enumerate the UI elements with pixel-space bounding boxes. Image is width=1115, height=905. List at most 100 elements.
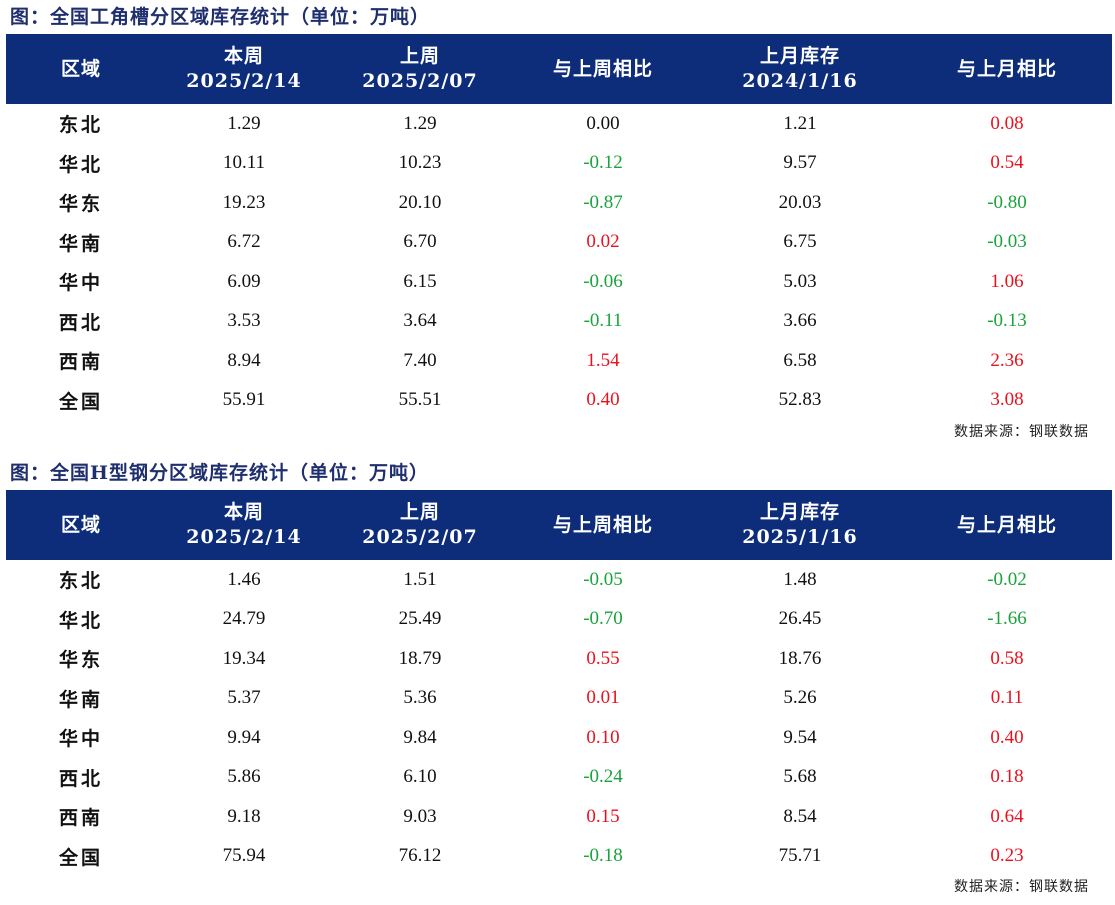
cell-wow-change: 0.40 xyxy=(586,389,620,411)
table-row: 华北 10.11 10.23 -0.12 9.57 0.54 xyxy=(6,144,1112,184)
cell-last-month: 6.75 xyxy=(783,231,817,253)
cell-last-week: 6.15 xyxy=(403,270,437,292)
cell-this-week: 5.37 xyxy=(227,687,261,709)
cell-this-week: 8.94 xyxy=(227,349,261,371)
cell-wow-change: 0.00 xyxy=(586,112,620,134)
cell-region: 华北 xyxy=(58,609,103,632)
table-row: 东北 1.46 1.51 -0.05 1.48 -0.02 xyxy=(6,560,1112,600)
cell-last-month: 1.48 xyxy=(783,568,817,590)
cell-mom-change: 3.08 xyxy=(990,389,1024,411)
cell-last-month: 9.57 xyxy=(783,152,817,174)
table-row: 华东 19.34 18.79 0.55 18.76 0.58 xyxy=(6,639,1112,679)
cell-this-week: 10.11 xyxy=(222,152,266,174)
cell-last-week: 55.51 xyxy=(398,389,442,411)
cell-mom-change: 2.36 xyxy=(990,349,1024,371)
cell-region: 华中 xyxy=(58,272,103,295)
cell-mom-change: 0.64 xyxy=(990,805,1024,827)
cell-region: 华东 xyxy=(58,193,103,216)
cell-mom-change: -0.03 xyxy=(987,231,1027,253)
table-row: 东北 1.29 1.29 0.00 1.21 0.08 xyxy=(6,104,1112,144)
cell-this-week: 6.72 xyxy=(227,231,261,253)
table-title: 图：全国工角槽分区域库存统计（单位：万吨） xyxy=(10,6,431,28)
cell-this-week: 55.91 xyxy=(222,389,266,411)
header-row: 区域 本周 2025/2/14 上周 2025/2/07 与上周相比 上月库存 202… xyxy=(6,34,1112,104)
table-row: 西南 8.94 7.40 1.54 6.58 2.36 xyxy=(6,341,1112,381)
table-row: 华中 9.94 9.84 0.10 9.54 0.40 xyxy=(6,718,1112,758)
cell-mom-change: 0.23 xyxy=(990,845,1024,867)
cell-last-month: 3.66 xyxy=(783,310,817,332)
header-this-week: 本周 2025/2/14 xyxy=(156,34,332,104)
table-row: 华南 6.72 6.70 0.02 6.75 -0.03 xyxy=(6,223,1112,263)
cell-last-week: 20.10 xyxy=(398,191,442,213)
cell-last-month: 75.71 xyxy=(778,845,822,867)
cell-this-week: 3.53 xyxy=(227,310,261,332)
header-this-week: 本周 2025/2/14 xyxy=(156,490,332,560)
cell-this-week: 19.23 xyxy=(222,191,266,213)
cell-last-week: 7.40 xyxy=(403,349,437,371)
cell-mom-change: -0.80 xyxy=(987,191,1027,213)
angle-channel-inventory-section: 图：全国工角槽分区域库存统计（单位：万吨） 区域 本周 2025/2/14 上周 2… xyxy=(0,2,1115,452)
cell-last-week: 6.70 xyxy=(403,231,437,253)
cell-last-month: 8.54 xyxy=(783,805,817,827)
cell-this-week: 24.79 xyxy=(222,608,266,630)
cell-region: 华南 xyxy=(58,232,103,255)
header-last-week: 上周 2025/2/07 xyxy=(332,34,508,104)
cell-last-week: 18.79 xyxy=(398,647,442,669)
cell-last-week: 9.84 xyxy=(403,726,437,748)
cell-region: 西北 xyxy=(58,311,103,334)
table-row: 全国 75.94 76.12 -0.18 75.71 0.23 xyxy=(6,837,1112,877)
table-row: 华北 24.79 25.49 -0.70 26.45 -1.66 xyxy=(6,600,1112,640)
cell-this-week: 75.94 xyxy=(222,845,266,867)
cell-last-month: 5.03 xyxy=(783,270,817,292)
cell-wow-change: 0.02 xyxy=(586,231,620,253)
header-mom-change: 与上月相比 xyxy=(902,490,1112,560)
table-row: 华东 19.23 20.10 -0.87 20.03 -0.80 xyxy=(6,183,1112,223)
header-last-week: 上周 2025/2/07 xyxy=(332,490,508,560)
cell-mom-change: 0.58 xyxy=(990,647,1024,669)
header-region: 区域 xyxy=(6,490,156,560)
cell-region: 东北 xyxy=(58,114,103,137)
cell-last-week: 5.36 xyxy=(403,687,437,709)
cell-wow-change: -0.12 xyxy=(583,152,623,174)
table-title: 图：全国H型钢分区域库存统计（单位：万吨） xyxy=(10,462,429,484)
cell-last-week: 76.12 xyxy=(398,845,442,867)
table-row: 西北 5.86 6.10 -0.24 5.68 0.18 xyxy=(6,758,1112,798)
cell-wow-change: 0.10 xyxy=(586,726,620,748)
table-row: 华中 6.09 6.15 -0.06 5.03 1.06 xyxy=(6,262,1112,302)
cell-region: 东北 xyxy=(58,570,103,593)
cell-mom-change: 0.54 xyxy=(990,152,1024,174)
cell-mom-change: 1.06 xyxy=(990,270,1024,292)
cell-wow-change: -0.87 xyxy=(583,191,623,213)
cell-wow-change: -0.11 xyxy=(583,310,623,332)
cell-last-week: 10.23 xyxy=(398,152,442,174)
cell-last-month: 9.54 xyxy=(783,726,817,748)
cell-this-week: 19.34 xyxy=(222,647,266,669)
table-row: 西北 3.53 3.64 -0.11 3.66 -0.13 xyxy=(6,302,1112,342)
cell-last-week: 6.10 xyxy=(403,766,437,788)
cell-last-month: 18.76 xyxy=(778,647,822,669)
cell-last-week: 3.64 xyxy=(403,310,437,332)
cell-last-month: 5.26 xyxy=(783,687,817,709)
cell-mom-change: 0.18 xyxy=(990,766,1024,788)
cell-last-week: 9.03 xyxy=(403,805,437,827)
cell-mom-change: -0.02 xyxy=(987,568,1027,590)
cell-wow-change: -0.06 xyxy=(583,270,623,292)
cell-region: 西南 xyxy=(58,351,103,374)
cell-wow-change: 0.01 xyxy=(586,687,620,709)
cell-region: 全国 xyxy=(58,390,103,413)
cell-last-week: 25.49 xyxy=(398,608,442,630)
inventory-table: 区域 本周 2025/2/14 上周 2025/2/07 与上周相比 上月库存 202… xyxy=(6,34,1112,420)
cell-this-week: 9.94 xyxy=(227,726,261,748)
table-row: 华南 5.37 5.36 0.01 5.26 0.11 xyxy=(6,679,1112,719)
cell-region: 华东 xyxy=(58,649,103,672)
cell-wow-change: -0.05 xyxy=(583,568,623,590)
cell-wow-change: 1.54 xyxy=(586,349,620,371)
cell-wow-change: -0.24 xyxy=(583,766,623,788)
cell-last-month: 20.03 xyxy=(778,191,822,213)
cell-mom-change: -1.66 xyxy=(987,608,1027,630)
cell-wow-change: 0.55 xyxy=(586,647,620,669)
cell-this-week: 1.46 xyxy=(227,568,261,590)
cell-mom-change: 0.08 xyxy=(990,112,1024,134)
cell-last-month: 52.83 xyxy=(778,389,822,411)
h-beam-inventory-section: 图：全国H型钢分区域库存统计（单位：万吨） 区域 本周 2025/2/14 上周 2… xyxy=(0,458,1115,905)
